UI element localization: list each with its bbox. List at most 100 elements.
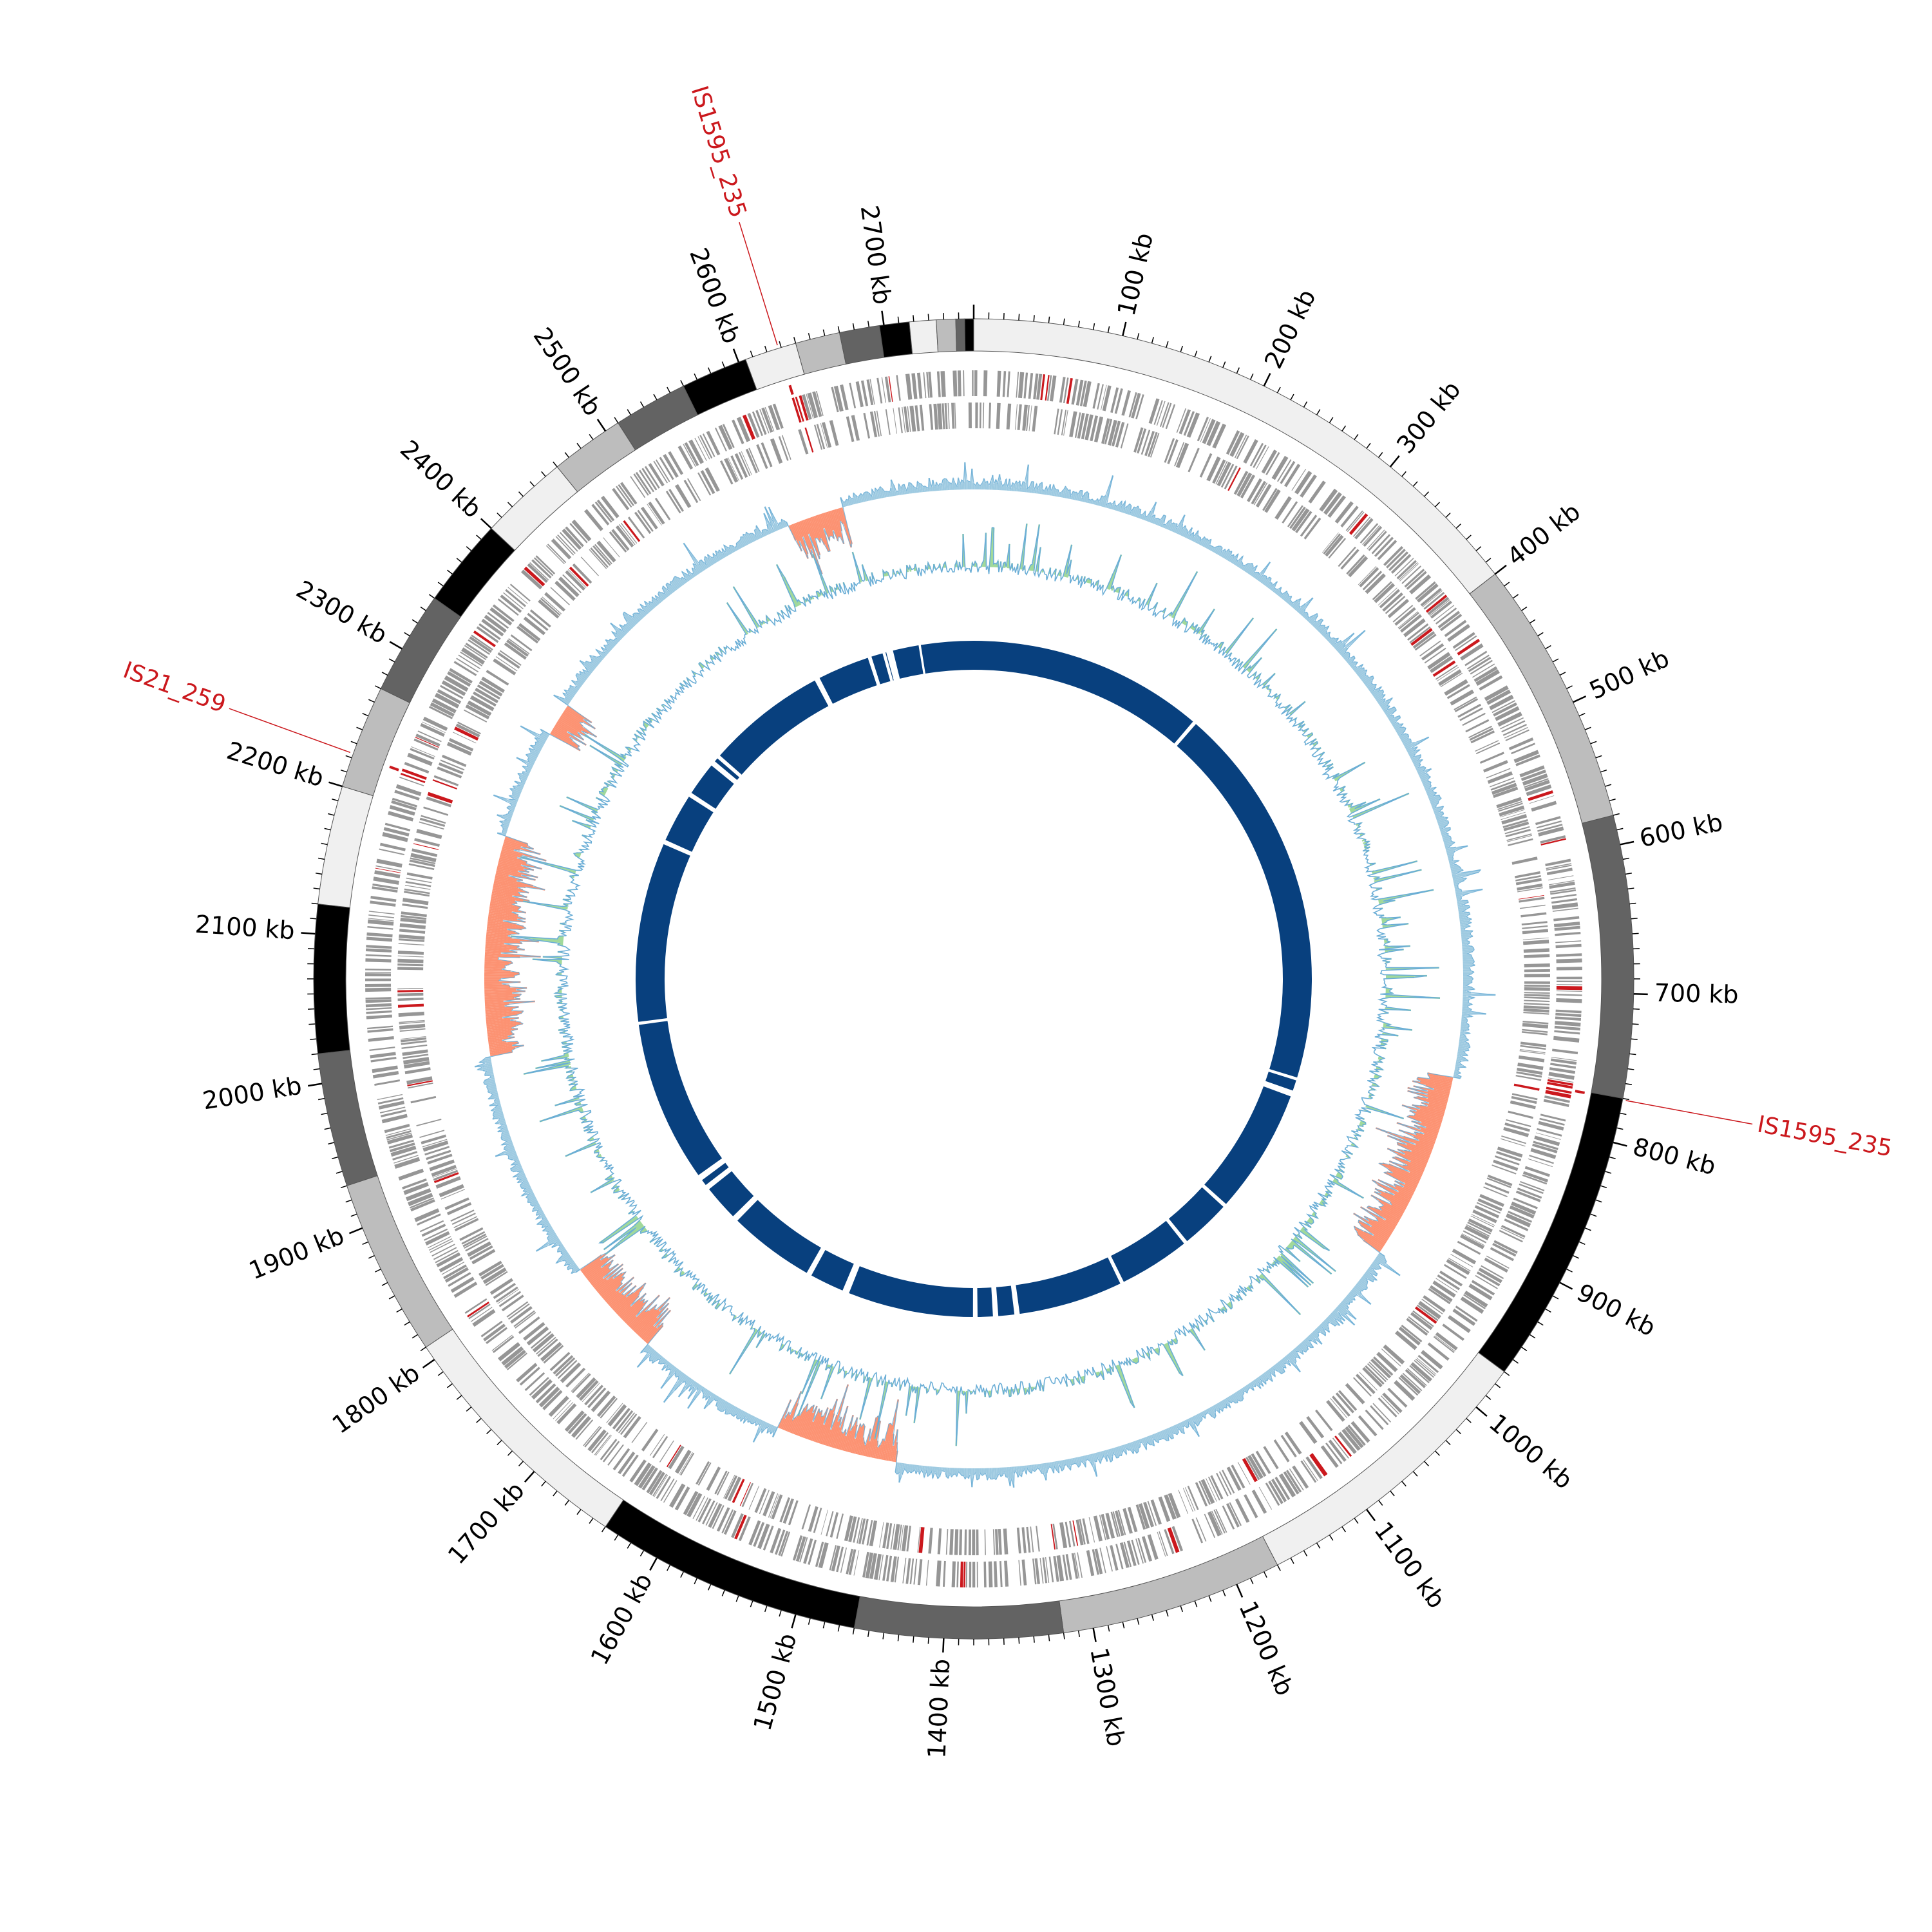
gc-content-bar [517, 1177, 527, 1184]
gc-content-bar [1368, 1267, 1378, 1275]
gene-block [637, 509, 654, 532]
gc-content-bar [512, 792, 520, 797]
gc-content-bar [1018, 480, 1021, 492]
gc-content-bar [1463, 956, 1472, 958]
gene-block [1502, 819, 1528, 828]
gene-block [1548, 1072, 1575, 1080]
gene-block [529, 609, 551, 628]
gc-content-bar [1336, 643, 1346, 652]
gc-content-bar [1409, 1110, 1443, 1122]
gc-content-bar [1279, 1359, 1287, 1368]
gc-content-bar [1459, 911, 1470, 915]
gc-content-bar [604, 1290, 617, 1302]
gc-content-bar [584, 672, 590, 677]
tick-label: 2300 kb [292, 575, 392, 650]
gc-content-bar [598, 1272, 623, 1294]
gc-content-bar [672, 579, 680, 589]
gene-block [549, 1352, 571, 1371]
gc-content-bar [927, 1466, 930, 1477]
gc-content-bar [1421, 779, 1428, 784]
gc-content-bar [766, 524, 772, 534]
gene-block [1202, 419, 1216, 444]
gc-content-bar [1434, 811, 1444, 816]
minor-tick [1466, 1417, 1472, 1423]
gene-block [399, 929, 426, 934]
gene-block [1347, 1425, 1366, 1446]
gene-block [435, 1176, 461, 1189]
gene-block [1362, 525, 1380, 545]
gc-content-bar [878, 488, 882, 499]
gene-block [957, 370, 961, 397]
gc-content-bar [645, 605, 652, 612]
gene-block [531, 559, 552, 579]
gene-block [386, 1130, 412, 1139]
gene-block [365, 999, 392, 1003]
gene-block [1524, 994, 1550, 997]
gene-block [390, 1142, 415, 1153]
gene-block [1265, 452, 1280, 475]
gene-block [1362, 1367, 1383, 1388]
gc-content-bar [1359, 1279, 1367, 1286]
gc-content-bar [1453, 877, 1467, 882]
gene-block [379, 1106, 406, 1113]
gc-content-bar [1397, 1143, 1430, 1158]
gc-content-bar [1429, 1077, 1452, 1084]
gc-content-bar [957, 478, 960, 490]
gc-content-bar [622, 1298, 645, 1321]
gene-block [1513, 750, 1539, 763]
gene-block [397, 989, 424, 992]
gc-content-bar [1357, 1233, 1382, 1251]
gene-block [723, 1475, 735, 1499]
gene-block [403, 1057, 430, 1065]
gene-block [543, 1345, 564, 1364]
is-element-tick [389, 765, 399, 772]
gene-block [422, 1139, 448, 1148]
minor-tick [1475, 546, 1482, 551]
gc-content-bar [1100, 497, 1104, 507]
gc-content-bar [565, 696, 572, 702]
gene-block [1028, 373, 1034, 399]
gene-block [1176, 408, 1187, 433]
gene-block [1432, 1280, 1456, 1298]
minor-tick [1366, 442, 1371, 449]
gene-block [1555, 940, 1582, 943]
tick-label: 600 kb [1637, 808, 1725, 853]
gene-block [367, 1028, 393, 1033]
gc-content-bar [1413, 1085, 1450, 1096]
gc-content-bar [728, 547, 734, 554]
gc-content-bar [559, 696, 570, 705]
gene-block [1501, 1225, 1526, 1238]
gene-block [1479, 1193, 1504, 1208]
gc-content-bar [1410, 754, 1421, 761]
gc-skew-bar [1336, 1173, 1343, 1178]
gc-content-bar [1433, 806, 1444, 811]
gene-block [406, 877, 432, 884]
gc-content-bar [1064, 488, 1068, 498]
gene-block [381, 1113, 408, 1124]
gc-content-bar [545, 1226, 553, 1232]
gc-content-bar [1066, 1459, 1070, 1468]
gc-content-bar [591, 661, 598, 667]
gc-content-bar [1237, 560, 1242, 567]
gc-content-bar [556, 1239, 561, 1244]
gene-block [419, 1220, 444, 1233]
blast-hit-block [636, 844, 690, 1022]
gc-content-bar [1209, 1406, 1217, 1417]
gene-block [1530, 1148, 1557, 1159]
gc-content-bar [949, 482, 951, 490]
gc-content-bar [534, 744, 542, 750]
gc-content-bar [486, 1017, 519, 1022]
gene-block [799, 395, 809, 421]
gene-block [1045, 375, 1050, 401]
gene-block [1328, 538, 1347, 559]
gene-block [869, 379, 875, 405]
blast-hit-block [977, 1287, 993, 1317]
gene-block [1467, 1221, 1492, 1235]
gc-content-bar [637, 609, 645, 618]
gene-block [372, 1070, 399, 1079]
gc-content-bar [532, 1206, 542, 1213]
gc-content-bar [717, 1399, 724, 1410]
gene-block [1345, 1383, 1365, 1405]
gc-content-bar [1143, 515, 1146, 520]
gene-block [391, 800, 417, 811]
